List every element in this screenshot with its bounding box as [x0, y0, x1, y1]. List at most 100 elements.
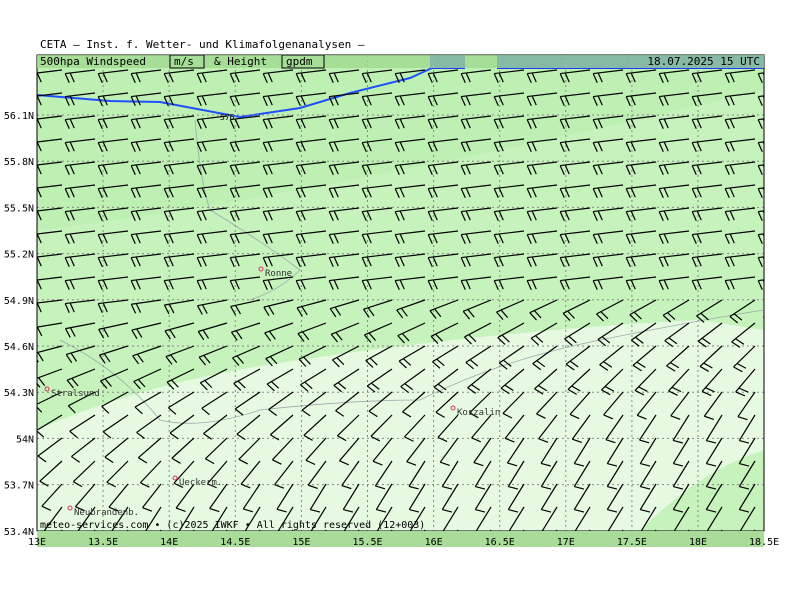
wind-barb: [724, 234, 730, 244]
wind-barb: [663, 256, 669, 267]
wind-barb: [691, 73, 697, 83]
wind-barb: [597, 164, 603, 175]
wind-barb: [733, 366, 743, 373]
wind-barb: [430, 335, 439, 344]
wind-barb: [74, 483, 96, 508]
wind-barb: [531, 187, 537, 198]
wind-barb: [168, 279, 174, 290]
wind-barb: [37, 430, 45, 438]
wind-barb: [757, 188, 763, 198]
lon-label: 14E: [160, 537, 178, 548]
wind-barbs: [37, 69, 764, 531]
wind-barb: [526, 165, 532, 175]
wind-barb: [307, 484, 318, 489]
wind-barb: [394, 73, 400, 83]
wind-barb: [168, 256, 174, 267]
wind-barb: [276, 483, 294, 510]
wind-barb: [366, 118, 372, 129]
wind-barb: [267, 256, 273, 267]
wind-barb: [736, 362, 747, 369]
wind-barb: [706, 508, 717, 513]
wind-barb: [274, 460, 294, 486]
wind-barb: [370, 435, 381, 442]
axis-labels: 56.1N 55.8N 55.5N 55.2N 54.9N 54.6N 54.3N 54N 53…: [4, 111, 779, 548]
lat-label: 56.1N: [4, 111, 34, 122]
wind-barb: [164, 330, 171, 340]
wind-barb: [276, 508, 287, 513]
wind-barb: [465, 233, 471, 244]
wind-barb: [658, 188, 664, 198]
wind-barb: [69, 256, 75, 267]
wind-barb: [757, 142, 763, 152]
wind-barb: [493, 234, 499, 244]
wind-barb: [735, 391, 746, 397]
wind-barb: [592, 211, 598, 221]
wind-barb: [265, 358, 273, 367]
wind-barb: [277, 506, 294, 531]
wind-barb: [336, 414, 360, 437]
wind-barb: [333, 233, 339, 244]
wind-barb: [502, 391, 525, 414]
lat-label: 54N: [16, 434, 34, 445]
wind-barb: [498, 72, 504, 83]
wind-barb: [201, 118, 207, 129]
wind-barb: [469, 412, 479, 419]
wind-barb: [531, 118, 537, 129]
product-and: & Height: [214, 55, 267, 68]
wind-barb: [302, 331, 310, 341]
wind-barb: [729, 118, 735, 129]
wind-barb: [738, 483, 756, 510]
wind-barb: [304, 381, 313, 390]
wind-barb: [408, 485, 419, 490]
wind-barb: [243, 508, 254, 513]
wind-barb: [757, 165, 763, 175]
wind-barb: [630, 187, 636, 198]
wind-barb: [328, 257, 334, 267]
wind-barb: [399, 118, 405, 129]
wind-barb: [201, 141, 207, 152]
wind-barb: [244, 506, 261, 531]
wind-barb: [106, 481, 116, 488]
wind-barb: [703, 391, 723, 417]
wind-barb: [196, 119, 202, 129]
wind-barb: [504, 384, 514, 392]
wind-barb: [295, 165, 301, 175]
institute: CETA – Inst. f. Wetter- und Klimafolgena…: [40, 38, 365, 51]
wind-barb: [198, 356, 206, 366]
wind-barb: [493, 257, 499, 267]
wind-barb: [403, 358, 412, 366]
wind-barb: [503, 359, 512, 367]
wind-barb: [394, 188, 400, 198]
wind-barb: [163, 188, 169, 198]
wind-barb: [471, 437, 481, 443]
lat-label: 54.6N: [4, 342, 34, 353]
wind-barb: [500, 387, 510, 395]
wind-barb: [559, 165, 565, 175]
lon-label: 15E: [292, 537, 310, 548]
wind-barb: [658, 280, 664, 290]
wind-barb: [564, 338, 573, 346]
wind-barb: [460, 280, 466, 290]
wind-barb: [429, 310, 437, 319]
wind-barb: [267, 118, 273, 129]
city-label: Neubrandenb.: [74, 508, 139, 518]
wind-barb: [757, 280, 763, 290]
wind-barb: [234, 164, 240, 175]
wind-barb: [69, 95, 75, 106]
wind-barb: [366, 164, 372, 175]
wind-barb: [295, 234, 301, 244]
wind-barb: [305, 437, 327, 461]
wind-barb: [130, 96, 136, 106]
wind-barb: [394, 211, 400, 221]
wind-barb: [559, 142, 565, 152]
wind-barb: [625, 188, 631, 198]
wind-barb: [663, 141, 669, 152]
wind-barb: [135, 279, 141, 290]
wind-barb: [508, 485, 519, 490]
wind-barb: [229, 280, 235, 290]
wind-barb: [168, 210, 174, 221]
wind-barb: [663, 210, 669, 221]
wind-barb: [433, 386, 443, 394]
wind-barb: [368, 332, 377, 341]
wind-barb: [432, 95, 438, 106]
